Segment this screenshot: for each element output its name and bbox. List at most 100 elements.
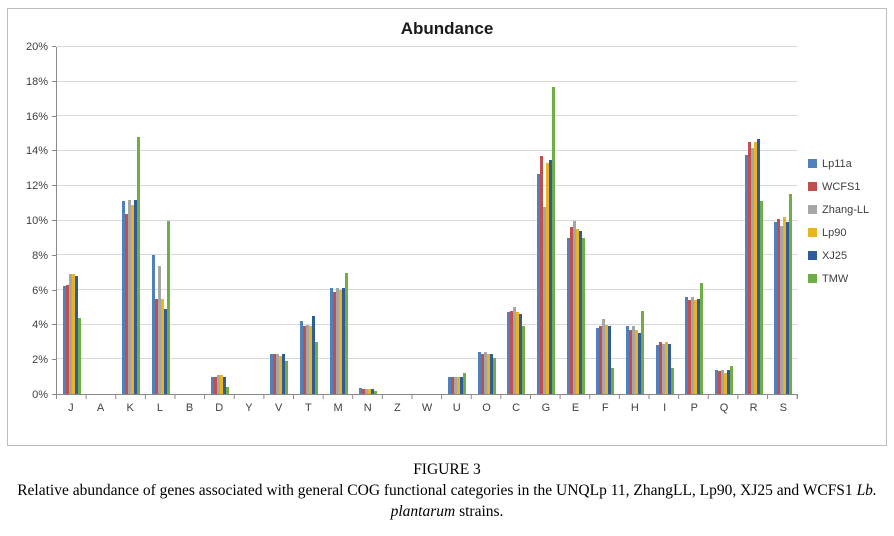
bar-M-Lp11a [329,288,333,394]
x-tick-label-F: F [601,402,609,414]
bar-D-Zhang-LL [217,374,221,394]
bar-R-Lp11a [744,154,748,394]
x-tick-label-N: N [363,402,372,414]
bar-J-TMW [77,317,81,394]
bar-group-N [353,47,383,394]
bar-group-C [502,47,532,394]
bar-E-WCFS1 [569,227,573,394]
bar-F-Lp90 [605,324,609,394]
bar-M-TMW [344,272,348,394]
x-tick-label-E: E [571,402,580,414]
bar-R-Lp90 [753,142,757,394]
bar-G-Zhang-LL [543,206,547,394]
y-tick-mark [52,359,56,361]
x-tick-label-I: I [663,402,667,414]
gridline [57,288,798,290]
y-tick-mark [52,115,56,117]
x-tick-label-J: J [68,402,74,414]
bar-J-Lp90 [71,274,75,394]
bar-group-P [679,47,709,394]
legend-swatch-Lp11a [808,159,817,168]
bar-I-WCFS1 [658,341,662,394]
bar-T-XJ25 [311,315,315,394]
bar-K-Lp90 [131,204,135,394]
bar-group-F [591,47,621,394]
bar-group-V [264,47,294,394]
x-tick-label-S: S [779,402,788,414]
bar-F-Zhang-LL [602,319,606,394]
bar-L-TMW [166,220,170,394]
caption-italic-species: Lb. plantarum [390,481,877,520]
y-tick-mark [52,80,56,82]
bar-C-Lp11a [507,312,511,394]
gridline [57,254,798,256]
x-tick-label-T: T [304,402,312,414]
x-tick-label-H: H [630,402,639,414]
bar-Q-XJ25 [726,369,730,394]
bar-T-TMW [314,341,318,394]
gridline [57,115,798,117]
x-tick-label-U: U [452,402,461,414]
bar-K-Lp11a [122,201,126,394]
y-tick-label: 20% [25,41,48,53]
bar-G-TMW [552,86,556,394]
bar-G-XJ25 [549,159,553,394]
bar-D-Lp11a [211,376,215,394]
legend-swatch-TMW [808,274,817,283]
y-tick-mark [52,324,56,326]
bar-M-XJ25 [341,288,345,394]
figure-caption: FIGURE 3 Relative abundance of genes ass… [11,460,883,523]
bar-C-WCFS1 [510,310,514,394]
y-tick-mark [52,254,56,256]
y-tick-mark [52,289,56,291]
bar-V-XJ25 [282,354,286,394]
bar-V-Zhang-LL [276,354,280,394]
bar-group-J [57,47,87,394]
bar-F-XJ25 [608,326,612,394]
legend-swatch-Lp90 [808,228,817,237]
gridline [57,150,798,152]
bar-L-Lp11a [151,255,155,394]
legend-swatch-WCFS1 [808,182,817,191]
legend-item-Lp90: Lp90 [808,227,886,239]
bar-J-Zhang-LL [68,274,72,394]
bar-T-Lp11a [299,321,303,394]
legend-label: Zhang-LL [822,203,870,216]
bar-V-TMW [285,361,289,394]
bar-G-Lp90 [546,163,550,394]
bar-I-Zhang-LL [661,343,665,394]
bar-N-WCFS1 [362,388,366,394]
bar-V-Lp90 [279,355,283,394]
x-tick-label-O: O [482,402,491,414]
gridline [57,358,798,360]
bar-group-L [146,47,176,394]
bar-group-A [87,47,117,394]
bar-N-Lp11a [359,387,363,394]
bar-S-XJ25 [786,222,790,394]
bar-J-XJ25 [74,276,78,394]
y-tick-mark [52,185,56,187]
bar-Q-TMW [729,366,733,394]
bar-group-T [294,47,324,394]
y-tick-label: 14% [25,145,48,158]
gridline [57,219,798,221]
bar-K-WCFS1 [125,213,129,394]
caption-text-after: strains. [455,502,504,520]
bar-O-TMW [492,357,496,394]
bar-T-WCFS1 [302,326,306,394]
legend-item-Lp11a: Lp11a [808,158,886,170]
bar-L-Lp90 [160,298,164,394]
bar-M-Lp90 [338,289,342,394]
bar-P-WCFS1 [688,300,692,394]
bar-K-TMW [137,137,141,394]
bar-D-TMW [226,387,230,394]
bar-U-WCFS1 [451,376,455,394]
x-tick-label-D: D [215,402,224,414]
y-tick-label: 16% [25,110,48,123]
bar-O-XJ25 [489,354,493,394]
bar-N-XJ25 [371,388,375,394]
bar-I-Lp11a [655,345,659,394]
bar-C-Zhang-LL [513,307,517,394]
bar-G-Lp11a [537,173,541,394]
bar-S-Lp90 [783,217,787,394]
